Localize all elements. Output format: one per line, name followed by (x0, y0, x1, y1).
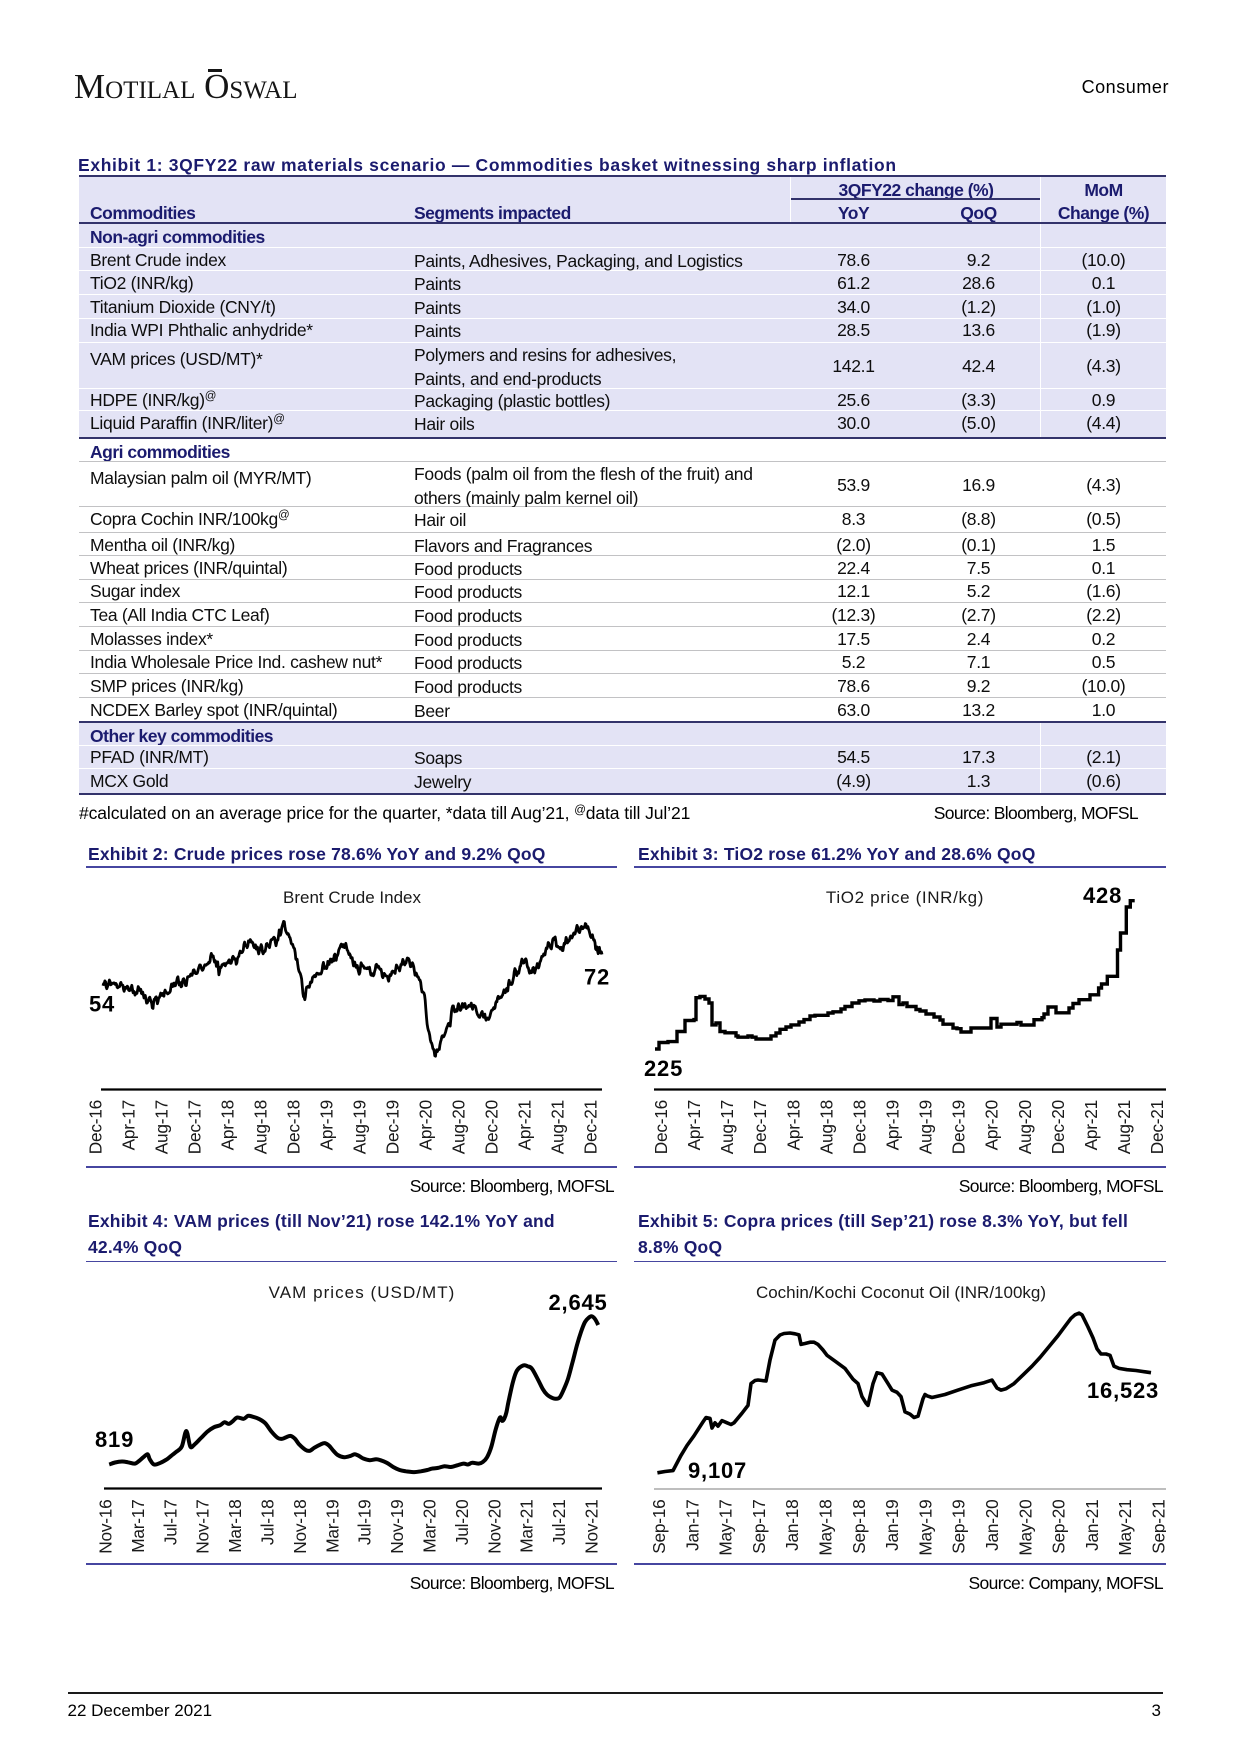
svg-text:Dec-20: Dec-20 (1048, 1100, 1068, 1154)
svg-text:Dec-21: Dec-21 (1147, 1100, 1166, 1154)
svg-text:Aug-18: Aug-18 (816, 1100, 836, 1154)
svg-text:Apr-19: Apr-19 (317, 1100, 337, 1150)
svg-text:Nov-19: Nov-19 (387, 1500, 407, 1554)
svg-text:Apr-18: Apr-18 (218, 1100, 238, 1150)
svg-text:Jul-18: Jul-18 (258, 1500, 278, 1546)
svg-text:May-17: May-17 (716, 1500, 736, 1556)
svg-text:Apr-20: Apr-20 (416, 1100, 436, 1150)
svg-text:Jul-21: Jul-21 (549, 1500, 569, 1546)
svg-text:Dec-19: Dec-19 (383, 1100, 403, 1154)
svg-text:2,645: 2,645 (549, 1290, 608, 1315)
svg-text:Sep-20: Sep-20 (1049, 1500, 1069, 1554)
svg-text:Sep-17: Sep-17 (749, 1500, 769, 1554)
svg-text:Aug-17: Aug-17 (152, 1100, 172, 1154)
svg-text:Aug-19: Aug-19 (916, 1100, 936, 1154)
svg-text:Dec-17: Dec-17 (750, 1100, 770, 1154)
svg-text:Dec-18: Dec-18 (284, 1100, 304, 1154)
svg-text:16,523: 16,523 (1087, 1378, 1159, 1403)
svg-text:Nov-20: Nov-20 (484, 1500, 504, 1554)
svg-text:Nov-17: Nov-17 (193, 1500, 213, 1554)
svg-text:Mar-18: Mar-18 (225, 1500, 245, 1553)
svg-text:9,107: 9,107 (688, 1458, 747, 1483)
svg-text:Aug-17: Aug-17 (717, 1100, 737, 1154)
svg-text:Jan-19: Jan-19 (882, 1500, 902, 1551)
svg-text:Jan-18: Jan-18 (782, 1500, 802, 1551)
svg-text:Brent Crude Index: Brent Crude Index (283, 888, 421, 907)
svg-text:Dec-18: Dec-18 (849, 1100, 869, 1154)
svg-text:TiO2 price (INR/kg): TiO2 price (INR/kg) (826, 888, 984, 907)
svg-text:Sep-18: Sep-18 (849, 1500, 869, 1554)
svg-text:Jul-20: Jul-20 (452, 1500, 472, 1546)
svg-text:Jul-19: Jul-19 (355, 1500, 375, 1546)
svg-text:Mar-20: Mar-20 (420, 1500, 440, 1553)
svg-text:Apr-21: Apr-21 (1081, 1100, 1101, 1150)
svg-text:819: 819 (95, 1427, 134, 1452)
svg-text:Apr-19: Apr-19 (883, 1100, 903, 1150)
svg-text:Aug-18: Aug-18 (251, 1100, 271, 1154)
svg-text:Nov-18: Nov-18 (290, 1500, 310, 1554)
svg-text:Apr-20: Apr-20 (982, 1100, 1002, 1150)
svg-text:Apr-17: Apr-17 (119, 1100, 139, 1150)
svg-text:Dec-16: Dec-16 (86, 1100, 106, 1154)
svg-text:54: 54 (89, 992, 115, 1017)
svg-text:Sep-19: Sep-19 (949, 1500, 969, 1554)
svg-text:Nov-16: Nov-16 (96, 1500, 116, 1554)
svg-text:Aug-20: Aug-20 (1015, 1100, 1035, 1154)
svg-text:Jan-20: Jan-20 (982, 1500, 1002, 1551)
svg-text:Mar-21: Mar-21 (517, 1500, 537, 1553)
svg-text:Mar-19: Mar-19 (322, 1500, 342, 1553)
svg-text:May-18: May-18 (816, 1500, 836, 1556)
svg-text:Dec-19: Dec-19 (949, 1100, 969, 1154)
svg-text:Apr-17: Apr-17 (684, 1100, 704, 1150)
svg-text:225: 225 (644, 1056, 683, 1081)
svg-text:428: 428 (1083, 883, 1122, 908)
svg-text:Dec-17: Dec-17 (185, 1100, 205, 1154)
svg-text:Aug-21: Aug-21 (548, 1100, 568, 1154)
svg-text:Sep-16: Sep-16 (649, 1500, 669, 1554)
svg-text:Cochin/Kochi Coconut Oil (INR/: Cochin/Kochi Coconut Oil (INR/100kg) (756, 1283, 1046, 1302)
svg-text:Aug-21: Aug-21 (1114, 1100, 1134, 1154)
svg-text:May-20: May-20 (1015, 1500, 1035, 1556)
svg-text:Jan-17: Jan-17 (682, 1500, 702, 1551)
svg-text:Dec-16: Dec-16 (651, 1100, 671, 1154)
svg-text:Aug-20: Aug-20 (449, 1100, 469, 1154)
svg-text:Aug-19: Aug-19 (350, 1100, 370, 1154)
svg-text:72: 72 (584, 965, 610, 990)
svg-text:Mar-17: Mar-17 (128, 1500, 148, 1553)
svg-text:Sep-21: Sep-21 (1149, 1500, 1167, 1554)
svg-text:Nov-21: Nov-21 (582, 1500, 602, 1554)
svg-text:May-19: May-19 (915, 1500, 935, 1556)
svg-text:VAM prices (USD/MT): VAM prices (USD/MT) (269, 1283, 456, 1302)
svg-text:Dec-20: Dec-20 (482, 1100, 502, 1154)
svg-text:Jul-17: Jul-17 (160, 1500, 180, 1546)
svg-text:Apr-21: Apr-21 (515, 1100, 535, 1150)
svg-text:Jan-21: Jan-21 (1082, 1500, 1102, 1551)
svg-text:May-21: May-21 (1115, 1500, 1135, 1556)
svg-text:Apr-18: Apr-18 (783, 1100, 803, 1150)
svg-text:Dec-21: Dec-21 (581, 1100, 601, 1154)
